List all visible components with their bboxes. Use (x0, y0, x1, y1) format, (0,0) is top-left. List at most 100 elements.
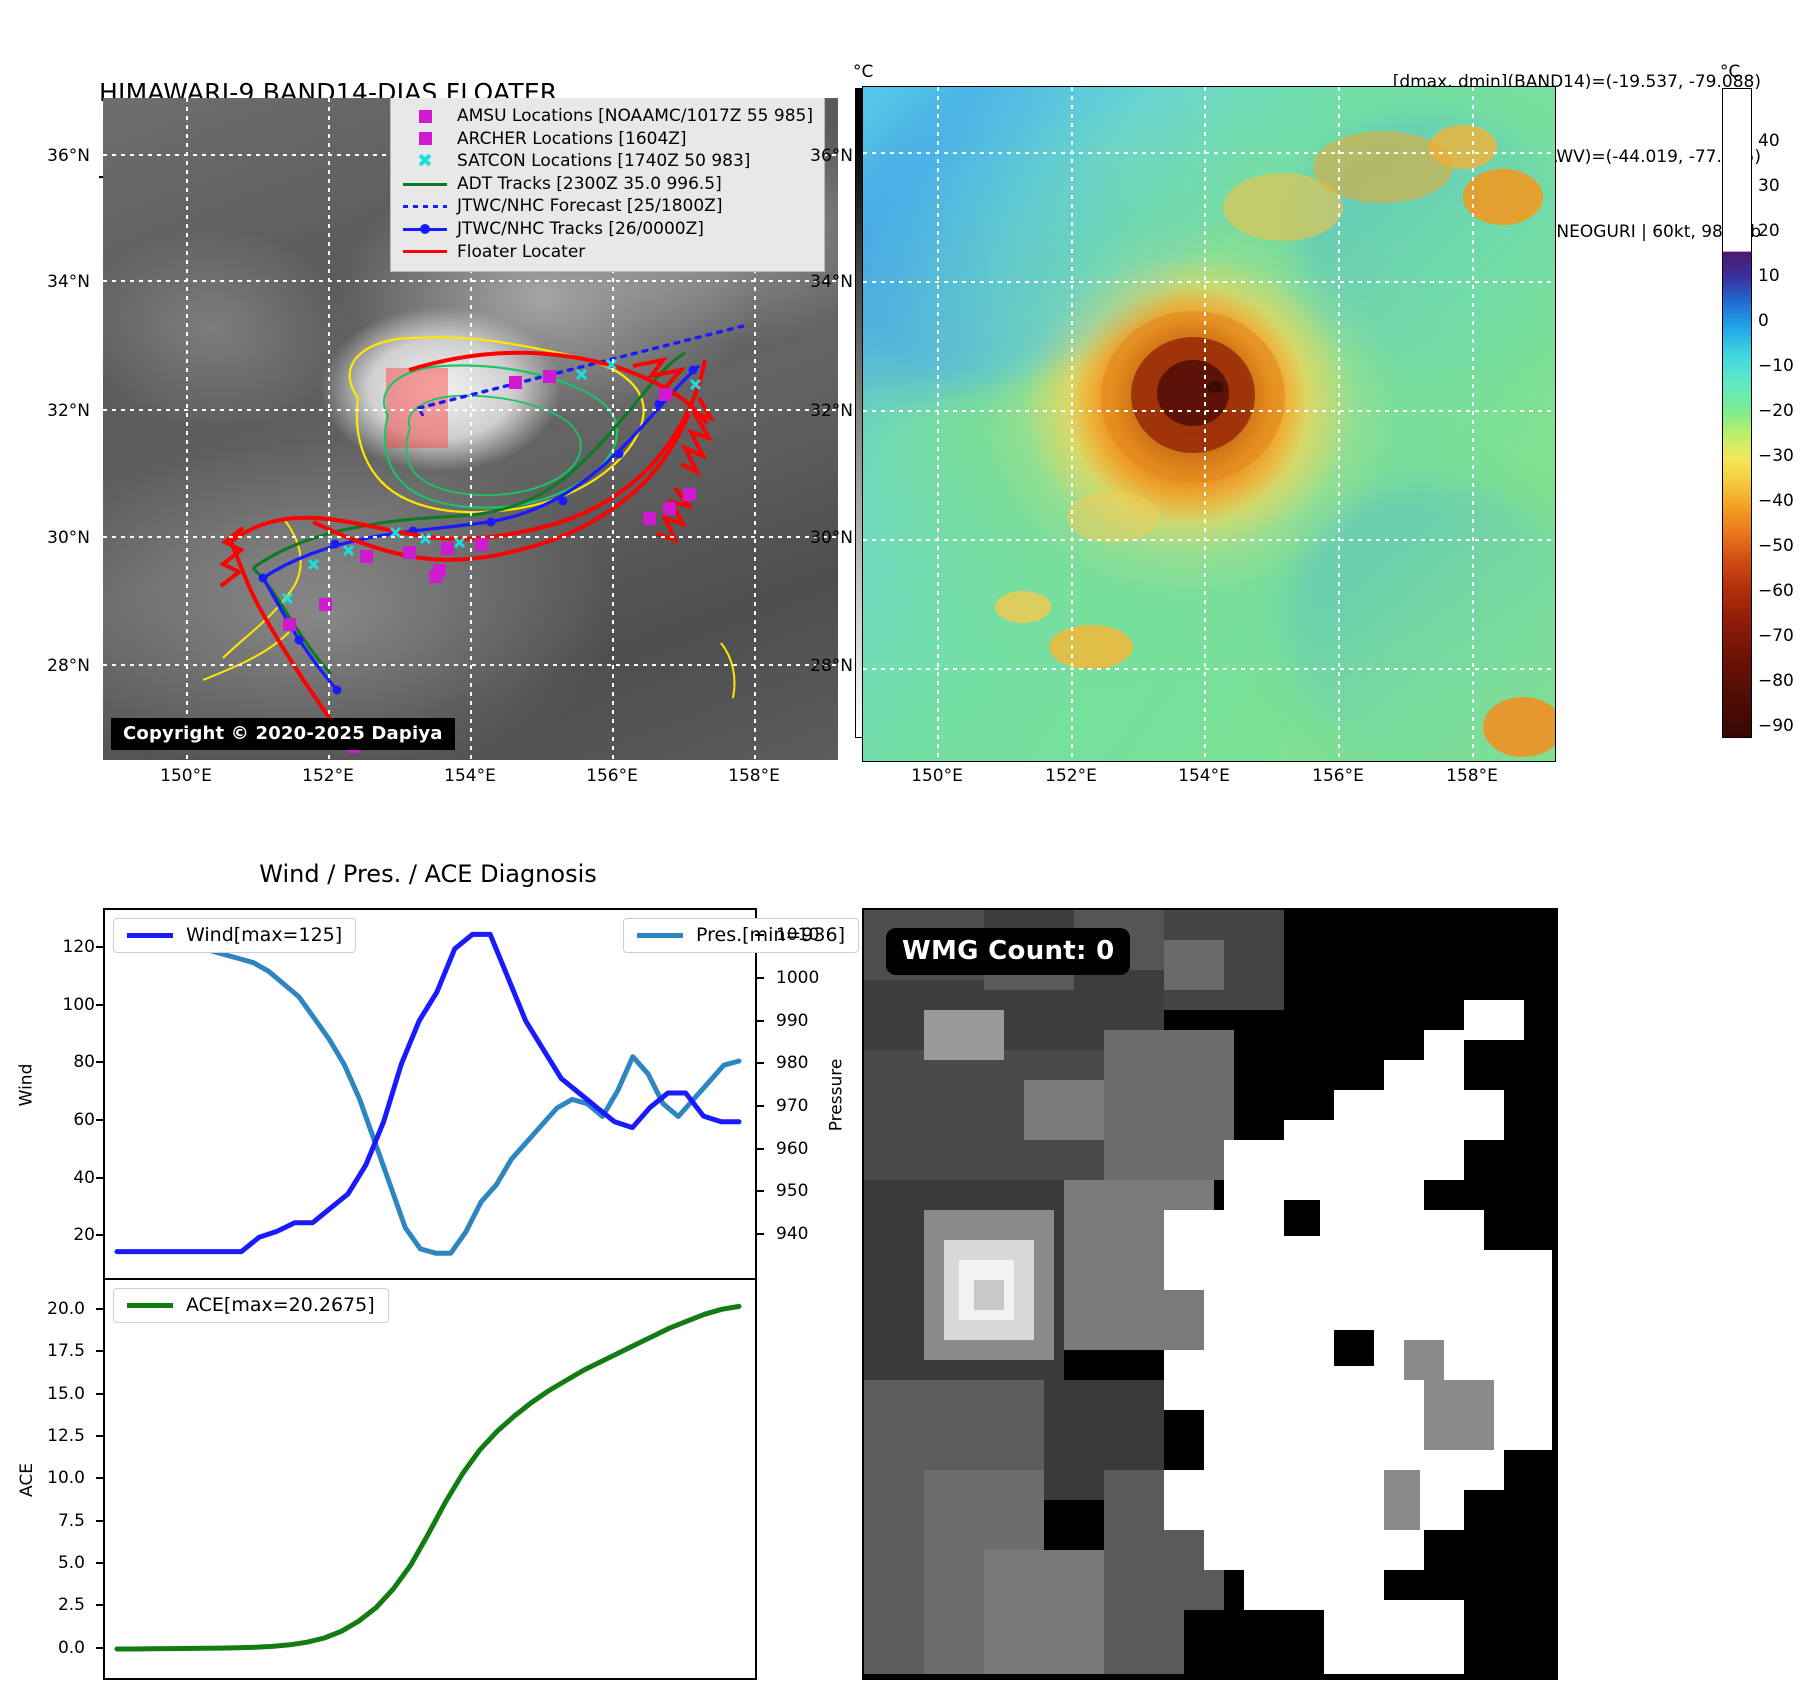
wind-ytick-label: 100 (62, 994, 95, 1015)
ace-legend-label: ACE[max=20.2675] (186, 1294, 375, 1316)
grid-line-vertical (470, 98, 472, 760)
awv-lon-tick: 152°E (1045, 766, 1097, 786)
legend-label: ADT Tracks [2300Z 35.0 996.5] (457, 173, 722, 194)
blue-dotted-line-icon (401, 205, 449, 209)
grid-line-horizontal (863, 668, 1555, 670)
ace-ytick-mark (96, 1604, 105, 1607)
grid-line-vertical (1071, 87, 1073, 761)
pressure-legend-label: Pres.[min=936] (696, 924, 845, 946)
legend-item-floater: Floater Locater (401, 241, 813, 264)
wind-ytick-mark (96, 1176, 105, 1179)
legend-item-amsu: AMSU Locations [NOAAMC/1017Z 55 985] (401, 105, 813, 128)
awv-lat-tick: 36°N (810, 146, 853, 166)
wind-legend-swatch (127, 932, 173, 938)
grid-line-vertical (186, 98, 188, 760)
pressure-ytick-label: 940 (776, 1224, 809, 1245)
awv-colorbar-tick: −40 (1758, 491, 1794, 511)
wind-pressure-chart[interactable] (103, 908, 757, 1282)
copyright-badge: Copyright © 2020-2025 Dapiya (111, 718, 455, 750)
pressure-ytick-label: 950 (776, 1181, 809, 1202)
pressure-ytick-mark (755, 1062, 764, 1065)
awv-colorbar-tick: 10 (1758, 266, 1780, 286)
ir-lat-tick: 28°N (47, 656, 90, 676)
ace-ytick-label: 20.0 (47, 1298, 85, 1319)
ace-ytick-label: 2.5 (57, 1595, 85, 1616)
legend-item-adt: ADT Tracks [2300Z 35.0 996.5] (401, 173, 813, 196)
pressure-ytick-label: 970 (776, 1095, 809, 1116)
ir-lon-tick: 152°E (302, 766, 354, 786)
ace-ytick-mark (96, 1350, 105, 1353)
ace-ytick-label: 5.0 (57, 1553, 85, 1574)
ir-colorbar-unit: °C (853, 62, 874, 82)
legend-item-archer: ARCHER Locations [1604Z] (401, 128, 813, 151)
wmg-cells (864, 910, 1552, 1674)
magenta-square-icon (401, 132, 449, 146)
wind-ytick-mark (96, 1118, 105, 1121)
wind-pressure-plot (114, 931, 742, 1256)
ace-ytick-label: 15.0 (47, 1383, 85, 1404)
awv-lat-tick: 30°N (810, 528, 853, 548)
pressure-legend: Pres.[min=936] (623, 918, 859, 953)
grid-line-horizontal (863, 410, 1555, 412)
ir-lat-tick: 36°N (47, 146, 90, 166)
grid-line-horizontal (103, 664, 838, 666)
awv-lat-tick: 34°N (810, 272, 853, 292)
pressure-ytick-mark (755, 1019, 764, 1022)
ace-ytick-mark (96, 1519, 105, 1522)
ace-ytick-label: 0.0 (57, 1637, 85, 1658)
pressure-ytick-label: 1010 (776, 925, 820, 946)
awv-colorbar-tick: −50 (1758, 536, 1794, 556)
awv-colorbar-tick: 20 (1758, 221, 1780, 241)
red-line-icon (401, 250, 449, 254)
wmg-count-label: WMG Count: 0 (886, 928, 1131, 975)
ir-lat-tick: 34°N (47, 272, 90, 292)
ace-chart[interactable] (103, 1278, 757, 1680)
pressure-ytick-label: 990 (776, 1010, 809, 1031)
grid-line-horizontal (863, 281, 1555, 283)
ir-lon-tick: 158°E (728, 766, 780, 786)
wmg-count-map[interactable]: WMG Count: 0 (862, 908, 1558, 1680)
grid-line-vertical (612, 98, 614, 760)
awv-colorbar-tick: −10 (1758, 356, 1794, 376)
pressure-ytick-mark (755, 976, 764, 979)
ir-lon-tick: 154°E (444, 766, 496, 786)
magenta-square-icon (401, 109, 449, 123)
awv-map[interactable] (862, 86, 1556, 762)
awv-colorbar-tick: −90 (1758, 716, 1794, 736)
pressure-ytick-mark (755, 934, 764, 937)
wind-ytick-mark (96, 1234, 105, 1237)
awv-colorbar-tick: 0 (1758, 311, 1769, 331)
pressure-ytick-mark (755, 1233, 764, 1236)
legend-item-jtwc-forecast: JTWC/NHC Forecast [25/1800Z] (401, 195, 813, 218)
grid-line-vertical (1338, 87, 1340, 761)
wind-ytick-label: 80 (73, 1052, 95, 1073)
ir-lat-tick: 30°N (47, 528, 90, 548)
pressure-legend-swatch (637, 932, 683, 938)
legend-label: JTWC/NHC Tracks [26/0000Z] (457, 218, 704, 239)
grid-line-horizontal (863, 539, 1555, 541)
awv-lon-tick: 158°E (1446, 766, 1498, 786)
awv-colorbar-unit: °C (1720, 62, 1741, 82)
grid-line-horizontal (103, 409, 838, 411)
grid-line-horizontal (103, 280, 838, 282)
wind-ytick-mark (96, 1003, 105, 1006)
ace-ytick-mark (96, 1477, 105, 1480)
pressure-ytick-mark (755, 1104, 764, 1107)
diagnosis-title: Wind / Pres. / ACE Diagnosis (259, 860, 597, 888)
title-line: HIMAWARI-9 BAND14-DIAS FLOATER (99, 78, 558, 107)
awv-colorbar-tick: −30 (1758, 446, 1794, 466)
awv-features (995, 125, 1555, 757)
ir-lat-tick: 32°N (47, 401, 90, 421)
ace-ytick-label: 10.0 (47, 1468, 85, 1489)
ir-lon-tick: 156°E (586, 766, 638, 786)
awv-colorbar-tick: 30 (1758, 176, 1780, 196)
awv-colorbar-tick: −70 (1758, 626, 1794, 646)
ir-floater-map[interactable]: AMSU Locations [NOAAMC/1017Z 55 985] ARC… (103, 98, 838, 760)
awv-lon-tick: 154°E (1178, 766, 1230, 786)
wind-legend-label: Wind[max=125] (186, 924, 343, 946)
cyan-x-icon: ✖ (417, 149, 433, 172)
grid-line-horizontal (863, 152, 1555, 154)
legend-label: JTWC/NHC Forecast [25/1800Z] (457, 196, 723, 217)
grid-line-vertical (328, 98, 330, 760)
ace-legend-swatch (127, 1302, 173, 1308)
